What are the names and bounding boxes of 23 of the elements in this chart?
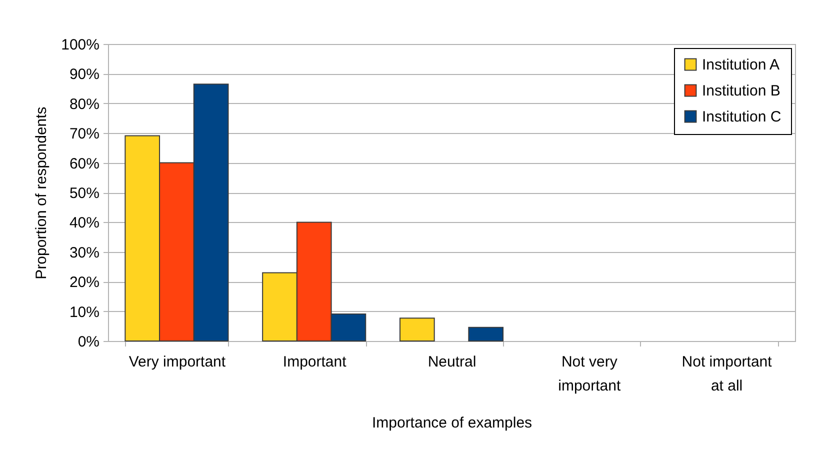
y-tick-label: 60% [69,155,100,172]
y-tick-label: 50% [69,185,100,202]
legend-label: Institution B [702,82,780,100]
y-tick-label: 80% [69,96,100,113]
x-tick-label: Not important at all [682,354,773,394]
x-axis-title: Importance of examples [372,414,532,432]
bar [468,326,504,342]
x-tick-label: Not very important [558,354,622,394]
y-tick-label: 10% [69,304,100,321]
y-tick-label: 30% [69,244,100,262]
y-axis-title: Proportion of respondents [33,106,50,280]
y-tick-label: 40% [69,214,100,232]
y-tick-label: 100% [61,36,100,54]
x-tick-label: Neutral [428,354,476,370]
legend-label: Institution A [702,56,780,74]
y-tick-label: 20% [69,274,100,292]
y-tick-label: 0% [78,334,100,350]
x-tick-label: Important [282,354,348,370]
y-tick-label: 70% [69,126,100,143]
legend-label: Institution C [702,108,782,126]
bar [399,318,435,342]
x-tick-label: Very important [128,354,226,370]
y-tick-label: 90% [69,66,100,84]
